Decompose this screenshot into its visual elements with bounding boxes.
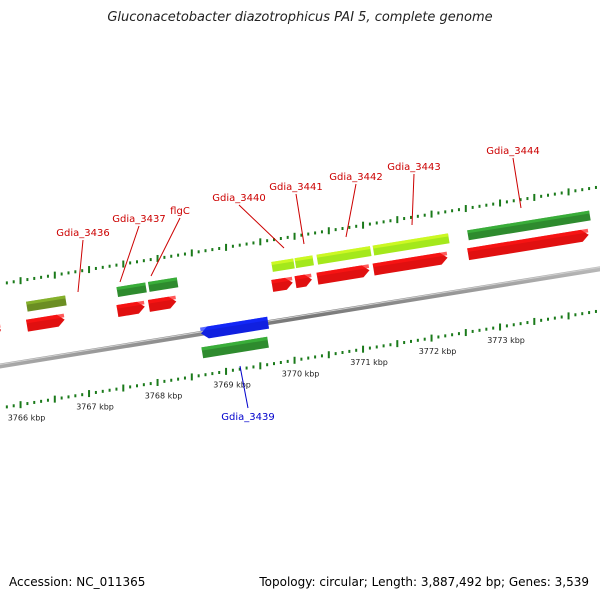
- tick-label: 3769 kbp: [213, 380, 251, 389]
- gene-label-Gdia_3443[interactable]: Gdia_3443: [387, 162, 440, 173]
- leader-line-Gdia_3444: [512, 157, 522, 209]
- leader-line-Gdia_3442: [345, 183, 357, 238]
- gene-bar-Gdia_3439-b[interactable]: [201, 336, 269, 359]
- gene-label-Gdia_3442[interactable]: Gdia_3442: [329, 172, 382, 183]
- gene-bar-Gdia_3442-shine: [316, 246, 371, 258]
- gene-label-Gdia_3440[interactable]: Gdia_3440: [212, 193, 265, 204]
- gene-label-Gdia_3437[interactable]: Gdia_3437: [112, 214, 165, 225]
- cds-arrow-Gdia_3436-shine: [26, 313, 65, 324]
- cds-arrow-Gdia_3442-shine: [316, 264, 370, 277]
- genome-stats: Topology: circular; Length: 3,887,492 bp…: [259, 575, 589, 589]
- cds-arrow-flgC[interactable]: [147, 295, 177, 312]
- gene-bar-flgC[interactable]: [147, 277, 179, 292]
- tick-label: 3773 kbp: [487, 336, 525, 345]
- cds-arrow-Gdia_3442[interactable]: [316, 264, 370, 285]
- leader-line-Gdia_3440: [238, 204, 285, 249]
- leader-line-Gdia_3443: [411, 173, 415, 226]
- gene-bar-Gdia_3437[interactable]: [116, 282, 147, 298]
- gene-bar-Gdia_3444[interactable]: [467, 210, 591, 241]
- tick-labels: 3766 kbp 3767 kbp 3768 kbp 3769 kbp 3770 kbp…: [8, 336, 525, 423]
- leader-line-flgC: [150, 217, 181, 277]
- leader-line-Gdia_3439: [239, 365, 249, 409]
- gene-bar-Gdia_3442[interactable]: [316, 246, 372, 265]
- gene-bar-Gdia_3441[interactable]: [294, 255, 314, 269]
- cds-arrow-Gdia_3444-body: [467, 229, 589, 261]
- backbone-line: [0, 266, 600, 369]
- cds-arrow-Gdia_3440-shine: [271, 276, 293, 284]
- cds-arrow-extra-0-shine: [0, 324, 1, 330]
- gene-bar-Gdia_3443-shine: [372, 233, 449, 249]
- cds-arrow-Gdia_3444[interactable]: [467, 228, 589, 261]
- gene-label-flgC[interactable]: flgC: [170, 206, 190, 217]
- cds-arrow-Gdia_3443-body: [372, 252, 448, 276]
- backbone-highlight: [0, 266, 600, 366]
- leader-line-Gdia_3437: [119, 225, 140, 283]
- cds-arrow-Gdia_3437-shine: [116, 300, 145, 309]
- gene-label-Gdia_3436[interactable]: Gdia_3436: [56, 228, 109, 239]
- tick-label: 3767 kbp: [76, 403, 114, 412]
- tick-label: 3771 kbp: [350, 358, 388, 367]
- tick-label: 3768 kbp: [145, 391, 183, 400]
- gene-bar-Gdia_3440-shine: [271, 258, 294, 266]
- cds-arrow-Gdia_3441[interactable]: [294, 273, 313, 289]
- gene-bar-Gdia_3439-b-shine: [201, 336, 268, 351]
- cds-arrow-Gdia_3444-shine: [467, 228, 589, 252]
- gene-bar-Gdia_3443[interactable]: [372, 233, 450, 256]
- bottom-tick-row: [5, 309, 597, 409]
- cds-arrow-Gdia_3441-shine: [294, 273, 312, 280]
- gene-bar-Gdia_3440[interactable]: [271, 258, 295, 272]
- genome-title: Gluconacetobacter diazotrophicus PAI 5, …: [107, 10, 493, 25]
- gene-label-Gdia_3444[interactable]: Gdia_3444: [486, 146, 539, 157]
- cds-arrow-extra-0[interactable]: [0, 324, 2, 338]
- cds-arrow-Gdia_3442-body: [316, 265, 370, 285]
- gene-bar-Gdia_3441-shine: [294, 255, 313, 262]
- gene-label-Gdia_3441[interactable]: Gdia_3441: [269, 182, 322, 193]
- feature-track: [0, 210, 591, 359]
- tick-label: 3772 kbp: [419, 347, 457, 356]
- cds-arrow-Gdia_3443-shine: [372, 251, 448, 268]
- genome-backbone: [0, 266, 600, 369]
- gene-arrow-Gdia_3439-shine: [200, 316, 268, 332]
- cds-arrow-flgC-shine: [147, 295, 176, 304]
- tick-label: 3766 kbp: [8, 414, 46, 423]
- tick-label: 3770 kbp: [282, 369, 320, 378]
- accession-text: Accession: NC_011365: [9, 575, 146, 589]
- cds-arrow-Gdia_3440[interactable]: [271, 276, 293, 292]
- gene-bar-Gdia_3436-shine: [26, 295, 66, 305]
- gene-label-Gdia_3439[interactable]: Gdia_3439: [221, 412, 274, 423]
- cds-arrow-Gdia_3436[interactable]: [26, 313, 66, 332]
- gene-bar-Gdia_3436[interactable]: [26, 295, 67, 312]
- gene-arrow-Gdia_3439[interactable]: [200, 316, 270, 340]
- gene-bar-Gdia_3437-shine: [116, 282, 146, 291]
- top-tick-row: [5, 185, 597, 285]
- gene-bar-Gdia_3444-shine: [467, 210, 590, 234]
- cds-arrow-Gdia_3443[interactable]: [372, 251, 449, 276]
- leader-line-Gdia_3441: [295, 193, 305, 245]
- cds-arrow-Gdia_3437[interactable]: [116, 300, 145, 317]
- leader-line-Gdia_3436: [77, 239, 84, 293]
- gene-bar-flgC-shine: [147, 277, 178, 285]
